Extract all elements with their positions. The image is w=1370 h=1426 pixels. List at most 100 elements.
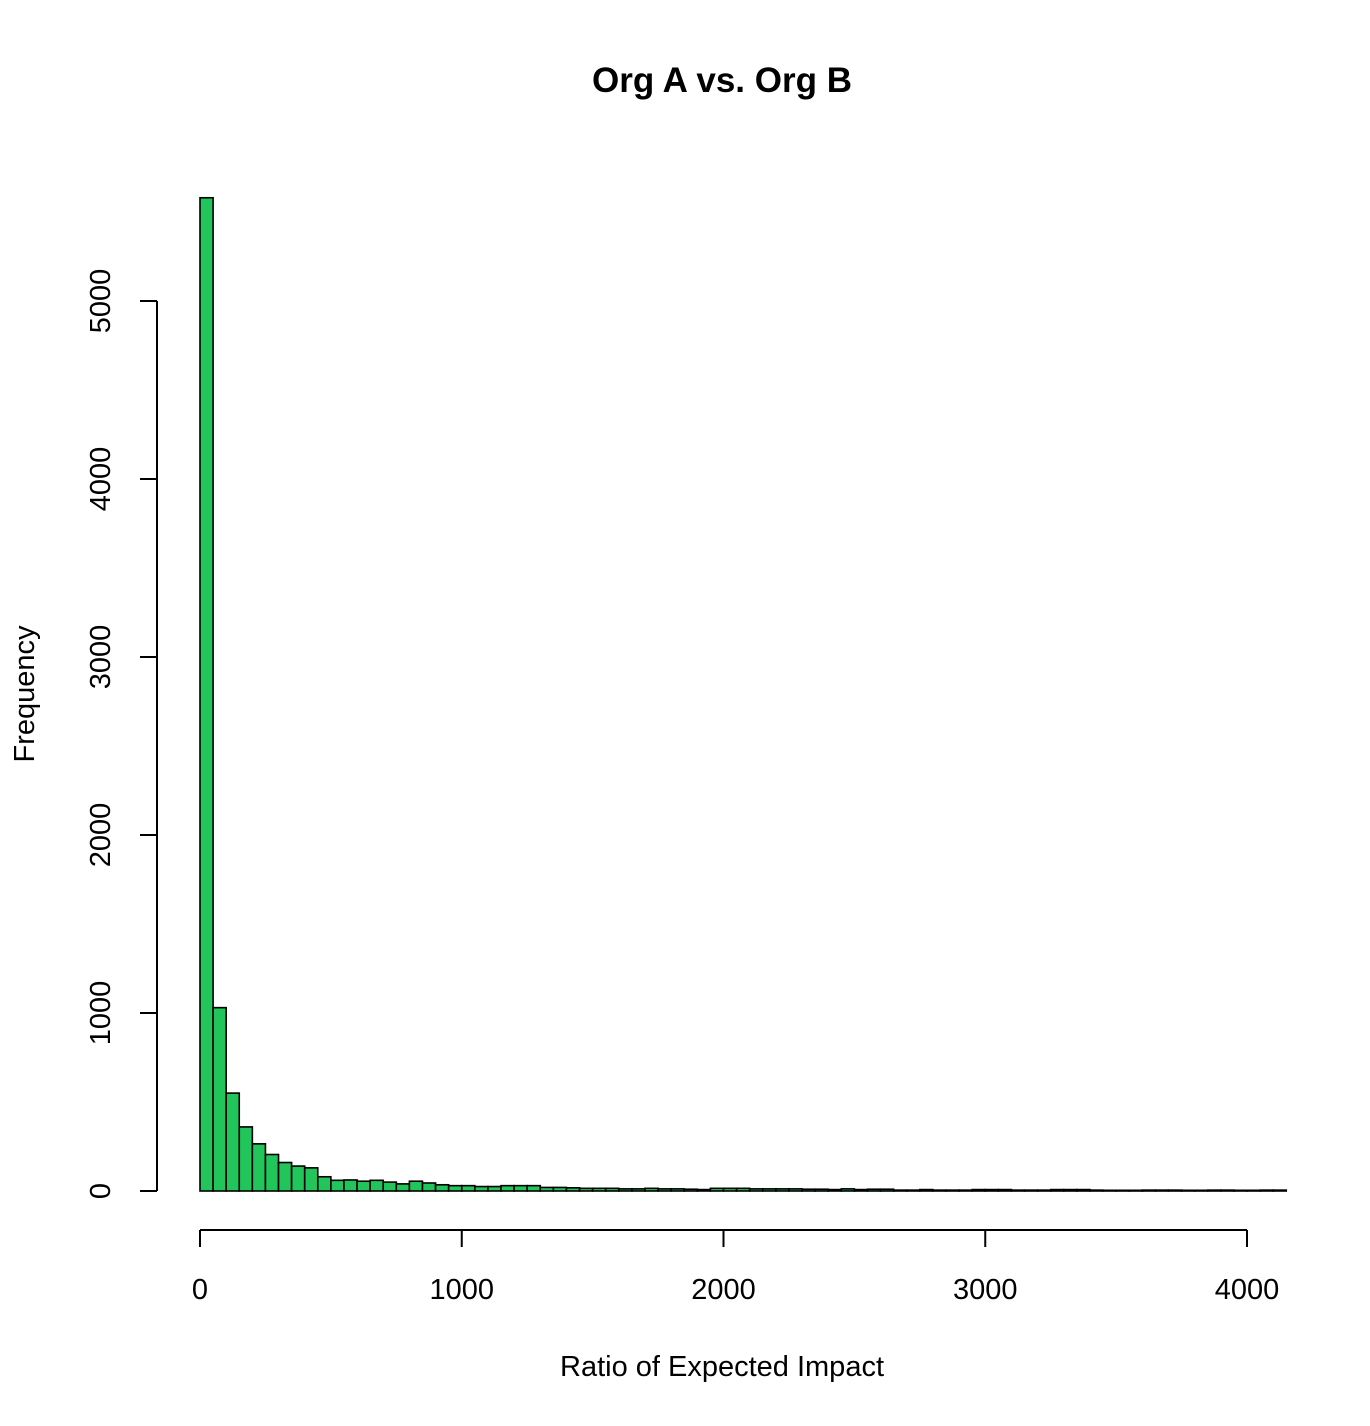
histogram-bar [526, 1184, 542, 1192]
histogram-bar [1076, 1188, 1091, 1192]
histogram-bar [997, 1188, 1013, 1192]
histogram-bar [487, 1185, 502, 1192]
histogram-bar [395, 1183, 411, 1192]
histogram-bar [1036, 1189, 1052, 1192]
histogram-bar [251, 1143, 267, 1192]
histogram-bar [801, 1188, 816, 1192]
histogram-bar [761, 1188, 777, 1192]
x-axis-label: Ratio of Expected Impact [560, 1351, 884, 1383]
histogram-bar [709, 1187, 725, 1192]
histogram-bar [827, 1188, 843, 1192]
histogram-bar [644, 1187, 659, 1192]
histogram-bar [552, 1186, 568, 1192]
histogram-bar [1023, 1189, 1039, 1192]
histogram-bar [264, 1153, 280, 1192]
histogram-bar [932, 1189, 947, 1192]
x-tick-label: 3000 [953, 1274, 1018, 1306]
histogram-bar [683, 1188, 699, 1192]
histogram-bar [945, 1189, 960, 1192]
histogram-bar [330, 1179, 345, 1192]
y-axis-label: Frequency [9, 625, 41, 763]
chart-title: Org A vs. Org B [592, 61, 852, 100]
histogram-bar [1259, 1189, 1274, 1192]
histogram-bar [238, 1126, 254, 1192]
y-tick-label: 0 [85, 1183, 117, 1199]
histogram-bar [1102, 1189, 1117, 1192]
y-tick-label: 4000 [85, 447, 117, 512]
x-axis: 0 1000 2000 3000 4000 [192, 1229, 1280, 1306]
histogram-bar [474, 1185, 489, 1192]
histogram-bar [199, 196, 214, 1192]
histogram-bar [578, 1187, 594, 1192]
histogram-bar [617, 1188, 633, 1192]
histogram-bar [1141, 1189, 1157, 1192]
histogram-bar [879, 1188, 895, 1192]
histogram-bar [382, 1181, 398, 1192]
histogram-bar [1167, 1189, 1183, 1192]
histogram-bar [1010, 1189, 1026, 1192]
histogram-bar [1049, 1188, 1065, 1192]
histogram-bar [369, 1179, 385, 1192]
histogram-bar [539, 1186, 555, 1192]
histogram-bar [1154, 1189, 1170, 1192]
histogram-bar [631, 1188, 646, 1192]
histogram-bar [696, 1188, 712, 1192]
histogram-bar [343, 1179, 358, 1192]
histogram-bar [905, 1189, 921, 1192]
histogram-bar [303, 1167, 319, 1192]
histogram-bar [604, 1187, 620, 1192]
histogram-bar [1272, 1189, 1288, 1192]
histogram-bar [722, 1187, 738, 1192]
x-tick-label: 1000 [429, 1274, 494, 1306]
y-axis: 0 1000 2000 3000 4000 5000 [85, 269, 158, 1199]
histogram-bar [447, 1184, 463, 1192]
histogram-bar [866, 1188, 882, 1192]
histogram-bar [591, 1187, 607, 1192]
x-tick-label: 0 [192, 1274, 208, 1306]
histogram-bar [500, 1184, 515, 1192]
histogram-bar [1180, 1189, 1196, 1192]
y-tick-label: 5000 [85, 269, 117, 334]
histogram-bar [670, 1188, 686, 1192]
histogram-bar [814, 1188, 829, 1192]
y-tick-label: 3000 [85, 625, 117, 690]
histogram-bar [225, 1092, 241, 1192]
histogram-bar [421, 1182, 437, 1192]
histogram-bar [290, 1165, 306, 1192]
histogram-bar [212, 1006, 227, 1192]
y-tick-label: 2000 [85, 803, 117, 868]
histogram-bar [1193, 1189, 1209, 1192]
histogram-bar [971, 1188, 987, 1192]
histogram-bar [408, 1180, 424, 1192]
y-tick-label: 1000 [85, 981, 117, 1046]
histogram-bar [513, 1184, 528, 1192]
histogram-bar [277, 1161, 293, 1192]
histogram-bar [1246, 1189, 1261, 1192]
histogram-bar [1115, 1189, 1131, 1192]
histogram-bar [748, 1188, 764, 1192]
histogram-bar [657, 1188, 672, 1192]
histogram-bar [919, 1188, 934, 1192]
histogram-bar [892, 1189, 908, 1192]
histogram-bar [840, 1188, 856, 1192]
histogram-bar [958, 1189, 973, 1192]
histogram-bar [1220, 1189, 1235, 1192]
histogram-bar [460, 1184, 476, 1192]
histogram-bar [565, 1186, 581, 1192]
histogram-bar [1062, 1188, 1078, 1192]
histogram-bar [984, 1188, 1000, 1192]
histogram-bar [735, 1187, 751, 1192]
histogram-bar [1233, 1189, 1248, 1192]
histogram-bar [356, 1180, 371, 1192]
histogram-bar [1089, 1189, 1104, 1192]
histogram-bar [853, 1188, 869, 1192]
x-tick-label: 2000 [691, 1274, 756, 1306]
bars-group [199, 196, 1288, 1192]
histogram-bar [788, 1188, 803, 1192]
histogram-bar [1206, 1189, 1222, 1192]
histogram-bar [316, 1175, 332, 1192]
histogram-bar [1128, 1189, 1144, 1192]
x-tick-label: 4000 [1215, 1274, 1280, 1306]
histogram-bar [434, 1183, 450, 1192]
